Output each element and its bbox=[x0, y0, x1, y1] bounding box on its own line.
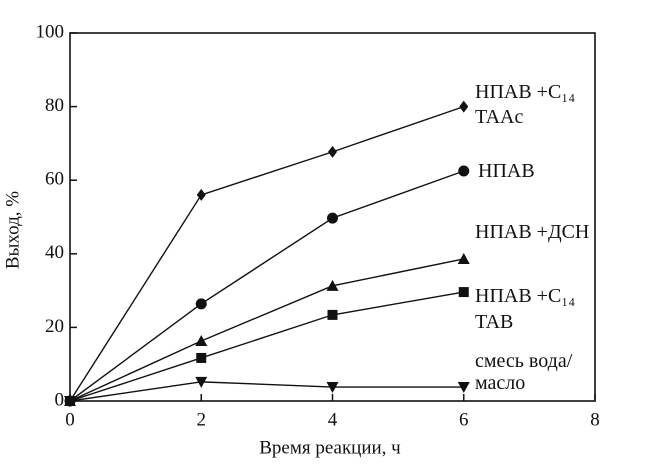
marker bbox=[458, 165, 470, 177]
series-line bbox=[69, 258, 464, 402]
y-tick-label: 20 bbox=[45, 316, 64, 337]
marker bbox=[326, 279, 339, 291]
marker bbox=[458, 287, 469, 298]
marker bbox=[457, 252, 470, 264]
marker bbox=[457, 382, 470, 394]
y-tick-label: 60 bbox=[45, 169, 64, 190]
series-label: НПАВ +ДСН bbox=[475, 221, 590, 243]
y-tick-label: 40 bbox=[45, 242, 64, 263]
series-label: НПАВ bbox=[478, 160, 535, 182]
marker bbox=[196, 188, 206, 201]
marker bbox=[195, 376, 208, 388]
marker bbox=[327, 309, 338, 320]
x-axis-label: Время реакции, ч bbox=[259, 437, 401, 458]
x-tick-label: 4 bbox=[328, 409, 338, 430]
marker bbox=[327, 212, 338, 224]
y-axis-label: Выход, % bbox=[2, 191, 23, 269]
x-tick-label: 2 bbox=[197, 409, 207, 430]
y-tick-label: 80 bbox=[45, 95, 64, 116]
series-line bbox=[69, 291, 464, 402]
marker bbox=[196, 352, 207, 363]
series-line bbox=[69, 105, 464, 402]
marker bbox=[459, 100, 469, 113]
series-label: НПАВ +C₁₄ TAAc bbox=[475, 81, 576, 128]
series-line bbox=[69, 170, 464, 402]
y-tick-label: 0 bbox=[55, 389, 65, 410]
x-tick-label: 6 bbox=[459, 409, 469, 430]
marker bbox=[64, 396, 76, 407]
series-label: НПАВ +C₁₄ TAB bbox=[475, 285, 576, 333]
marker bbox=[326, 382, 339, 394]
marker bbox=[328, 145, 337, 158]
x-tick-label: 0 bbox=[65, 409, 75, 430]
marker bbox=[195, 335, 208, 347]
y-tick-label: 100 bbox=[36, 21, 65, 42]
series-label: смесь вода/масло bbox=[475, 350, 573, 394]
marker bbox=[195, 298, 207, 310]
x-tick-label: 8 bbox=[590, 409, 600, 430]
series-line bbox=[69, 381, 464, 402]
